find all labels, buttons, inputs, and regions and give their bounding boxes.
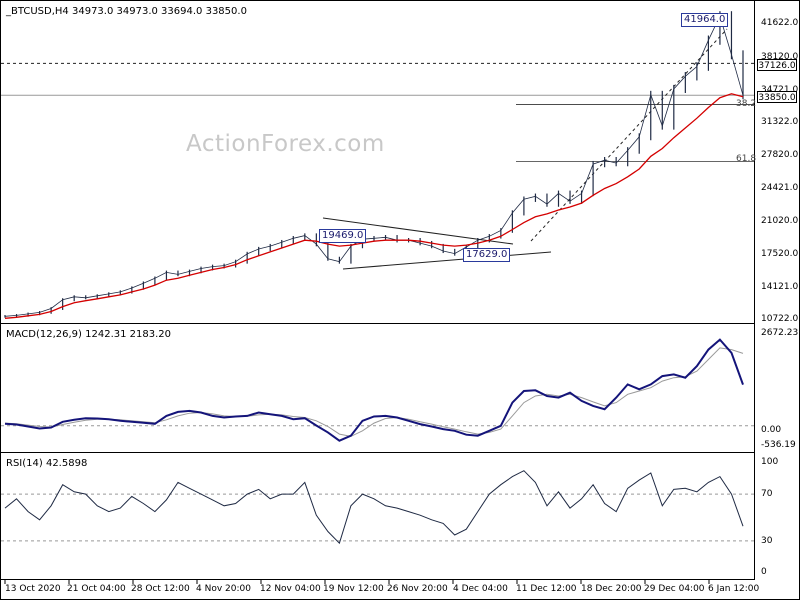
y-tick-label: 17520.0	[761, 249, 799, 259]
y-tick-label: 31322.0	[761, 117, 799, 127]
macd-line	[4, 338, 744, 442]
x-tick-label: 29 Dec 04:00	[644, 584, 705, 594]
rsi-tick-label: 0	[761, 567, 767, 577]
x-tick-label: 4 Nov 20:00	[196, 584, 251, 594]
x-tick-label: 4 Dec 04:00	[453, 584, 508, 594]
macd-tick-label: -536.19	[761, 440, 796, 450]
y-tick-label: 10722.0	[761, 314, 799, 324]
macd-label: MACD(12,26,9) 1242.31 2183.20	[6, 329, 172, 340]
price-series-line	[4, 14, 744, 317]
x-tick-label: 28 Oct 12:00	[131, 584, 190, 594]
y-tick-label: 38120.0	[761, 52, 799, 62]
ohlc-values: 34973.0 34973.0 33694.0 33850.0	[71, 6, 247, 17]
x-tick-label: 6 Jan 12:00	[708, 584, 760, 594]
y-tick-label: 27820.0	[761, 150, 799, 160]
macd-tick-label: 0.00	[761, 425, 782, 435]
fib-618-label: 61.8	[736, 154, 757, 164]
resistance-price-tag: 37126.0	[757, 59, 797, 71]
rsi-label: RSI(14) 42.5898	[6, 458, 88, 469]
high-annotation: 41964.0	[681, 13, 729, 27]
watermark: ActionForex.com	[186, 131, 385, 157]
x-tick-label: 11 Dec 12:00	[516, 584, 577, 594]
swing-high-annotation: 19469.0	[319, 229, 367, 243]
rsi-line	[4, 470, 744, 545]
price-axis	[754, 1, 800, 580]
triangle-upper-trendline	[322, 217, 514, 245]
swing-low-annotation: 17629.0	[463, 248, 511, 262]
rsi-tick-label: 70	[761, 489, 773, 499]
symbol-label: _BTCUSD,H4	[6, 6, 69, 17]
y-tick-label: 34721.0	[761, 85, 799, 95]
moving-average-line	[4, 93, 744, 319]
macd-pane	[1, 324, 754, 453]
y-tick-label: 14121.0	[761, 282, 799, 292]
x-tick-label: 18 Dec 20:00	[581, 584, 642, 594]
x-tick-label: 12 Nov 04:00	[260, 584, 321, 594]
macd-signal-line	[4, 347, 744, 437]
macd-tick-label: 2672.23	[761, 328, 799, 338]
x-tick-label: 26 Nov 20:00	[387, 584, 448, 594]
rsi-pane	[1, 453, 754, 580]
symbol-header: _BTCUSD,H4 34973.0 34973.0 33694.0 33850…	[6, 6, 247, 17]
price-pane	[1, 1, 754, 324]
rsi-tick-label: 30	[761, 536, 773, 546]
current-price-tag: 33850.0	[757, 91, 797, 103]
rsi-tick-label: 100	[761, 457, 779, 467]
y-tick-label: 41622.0	[761, 18, 799, 28]
x-tick-label: 19 Nov 12:00	[323, 584, 384, 594]
x-tick-label: 21 Oct 04:00	[67, 584, 126, 594]
triangle-lower-trendline	[342, 251, 552, 270]
y-tick-label: 24421.0	[761, 183, 799, 193]
fib-382-label: 38.2	[736, 99, 757, 109]
y-tick-label: 21020.0	[761, 216, 799, 226]
x-tick-label: 13 Oct 2020	[5, 584, 61, 594]
projection-trendline	[530, 28, 728, 242]
